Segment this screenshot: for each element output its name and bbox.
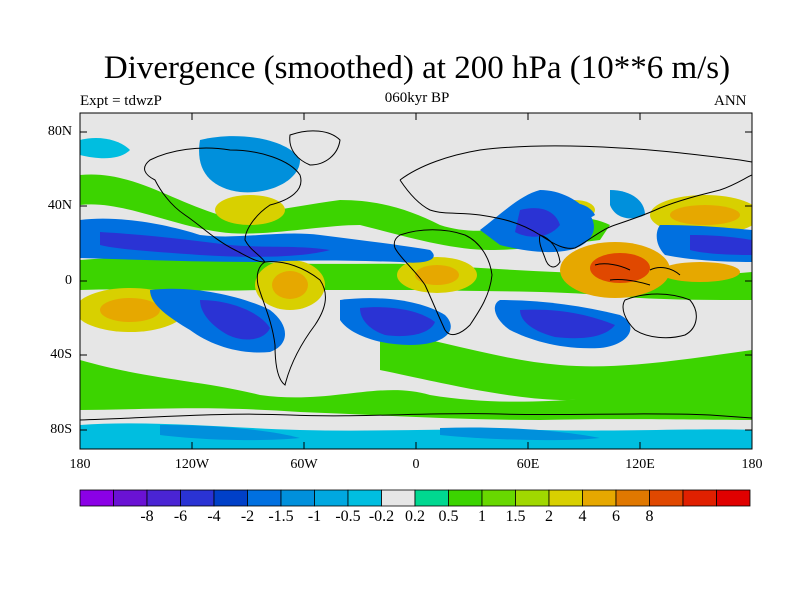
colorbar-swatch [481,489,516,507]
colorbar-label: -8 [140,508,154,525]
antarctic-blue-patch-1 [160,425,300,441]
africa-outline [393,229,493,336]
colorbar-swatch [213,489,248,507]
x-tick-label: 60E [516,457,540,472]
spcz-orange [660,262,740,282]
west-pacific-orange [670,205,740,225]
bering-blue [80,138,130,159]
y-tick-label: 80S [50,422,72,437]
x-tick-label: 120W [174,457,210,472]
greenland-outline [289,130,341,166]
colorbar-swatch [381,489,416,507]
maritime-continent-red [590,253,650,283]
south-pacific-dark-blue [200,300,270,340]
pacific-itcz-dark-blue [690,235,752,255]
north-indian-dark-blue [515,208,560,237]
colorbar-swatch [582,489,617,507]
colorbar-label: 0.2 [405,508,425,525]
colorbar [79,489,751,507]
season-label: ANN [714,93,747,109]
south-atlantic-dark-blue [360,307,435,337]
northern-green-band [80,174,610,250]
colorbar-label: -1 [307,508,322,525]
colorbar-label: 8 [645,508,654,525]
colorbar-label: 1 [478,508,486,525]
india-outline [539,234,561,268]
colorbar-label: 6 [612,508,620,525]
maritime-continent-outline [594,263,681,286]
x-tick-label: 120E [625,457,655,472]
colorbar-swatch [347,489,382,507]
map-field [80,113,752,449]
east-asia-blue [610,190,645,219]
colorbar-swatch [615,489,650,507]
colorbar-swatch [548,489,583,507]
colorbar-swatch [79,489,114,507]
southeast-pacific-orange [100,298,160,322]
colorbar-label: -2 [240,508,255,525]
southern-green-band [80,360,752,420]
colorbar-label: -0.2 [368,508,395,525]
colorbar-swatch [113,489,148,507]
colorbar-swatch [280,489,315,507]
experiment-label: Expt = tdwzP [80,93,162,109]
south-america-outline [256,261,326,386]
south-indian-dark-blue [520,309,615,339]
north-america-arctic-blue [199,136,300,193]
colorbar-swatch [682,489,717,507]
colorbar-swatch [649,489,684,507]
south-indian-green [380,330,752,400]
y-tick-label: 0 [65,273,72,288]
x-tick-label: 180 [741,457,763,472]
colorbar-label: -1.5 [268,508,294,525]
colorbar-swatch [180,489,215,507]
colorbar-label: -4 [207,508,221,525]
colorbar-swatch [448,489,483,507]
x-tick-label: 60W [290,457,318,472]
colorbar-label: 0.5 [438,508,459,525]
colorbar-swatch [716,489,751,507]
colorbar-label: -6 [173,508,188,525]
colorbar-label: -0.5 [335,508,361,525]
y-tick-label: 80N [47,124,72,139]
eurasia-outline [399,145,752,249]
antarctic-blue-patch-2 [440,427,600,441]
x-tick-label: 0 [412,457,420,472]
north-tropical-dark-blue [100,232,330,257]
colorbar-label: 4 [578,508,587,525]
colorbar-label: 2 [545,508,553,525]
tibet-blue [560,203,595,221]
coastlines [80,130,752,421]
antarctica-outline [80,413,752,421]
colorbar-swatch [414,489,449,507]
australia-outline [622,293,697,339]
africa-orange [415,265,459,285]
x-tick-label: 180 [69,457,91,472]
north-america-outline [144,147,302,263]
colorbar-label: 1.5 [505,508,526,525]
time-label: 060kyr BP [384,90,450,106]
colorbar-swatch [146,489,181,507]
plot-title: Divergence (smoothed) at 200 hPa (10**6 … [103,50,731,86]
colorbar-swatch [515,489,550,507]
north-atlantic-yellow [215,195,285,225]
y-tick-label: 40S [50,347,72,362]
axis-ticks [80,113,752,449]
colorbar-swatch [314,489,349,507]
south-america-orange [272,271,308,299]
colorbar-swatch [247,489,282,507]
y-tick-label: 40N [47,198,72,213]
